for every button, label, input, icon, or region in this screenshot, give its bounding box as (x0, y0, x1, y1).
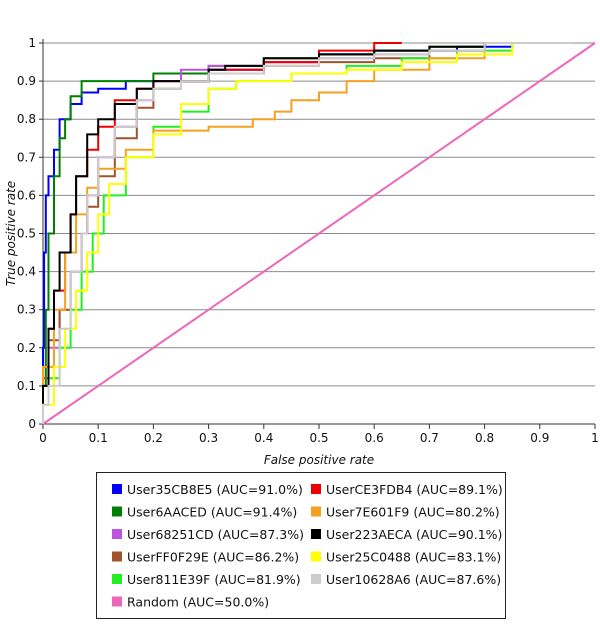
legend-box (96, 472, 506, 619)
legend-label: User25C0488 (AUC=83.1%) (326, 550, 501, 565)
legend-item-random: Random (AUC=50.0%) (112, 595, 269, 610)
y-tick-label: 0.1 (17, 379, 36, 393)
legend-swatch (311, 574, 321, 584)
axes: 0 0.1 0.2 0.3 0.4 0.5 0.6 0.7 0.8 0.9 1 0 0.1 0.2 0.3 0… (17, 36, 599, 445)
legend-swatch (311, 484, 321, 494)
x-axis-title: False positive rate (264, 453, 374, 467)
x-tick-label: 0.3 (199, 431, 218, 445)
legend-item-user10628a6: User10628A6 (AUC=87.6%) (311, 572, 501, 587)
legend-swatch (112, 551, 122, 562)
x-tick-label: 1 (591, 431, 599, 445)
series-line-user10628a6 (42, 42, 573, 424)
legend-swatch (311, 529, 321, 539)
x-tick-label: 0 (39, 431, 47, 445)
legend-label: User68251CD (AUC=87.3%) (127, 527, 304, 542)
x-tick-label: 0.6 (365, 431, 384, 445)
series-line-user7e601f9 (42, 42, 573, 424)
x-tick-label: 0.1 (89, 431, 108, 445)
legend-item-user223aeca: User223AECA (AUC=90.1%) (311, 527, 502, 542)
series-line-random (42, 42, 596, 425)
y-tick-label: 0 (28, 417, 36, 431)
legend-swatch (311, 506, 321, 517)
legend-label: User223AECA (AUC=90.1%) (326, 527, 502, 542)
legend-label: UserFF0F29E (AUC=86.2%) (127, 550, 299, 565)
legend-label: Random (AUC=50.0%) (127, 595, 269, 610)
legend-item-userce3fdb4: UserCE3FDB4 (AUC=89.1%) (311, 482, 503, 497)
legend-swatch (112, 529, 122, 539)
legend-swatch (311, 551, 321, 562)
legend-label: User10628A6 (AUC=87.6%) (326, 572, 501, 587)
legend-label: UserCE3FDB4 (AUC=89.1%) (326, 482, 503, 497)
legend: User35CB8E5 (AUC=91.0%) UserCE3FDB4 (AUC=… (96, 472, 506, 619)
legend-item-user6aaced: User6AACED (AUC=91.4%) (112, 505, 297, 520)
x-tick-label: 0.2 (144, 431, 163, 445)
legend-label: User35CB8E5 (AUC=91.0%) (127, 482, 303, 497)
legend-item-user68251cd: User68251CD (AUC=87.3%) (112, 527, 304, 542)
legend-swatch (112, 506, 122, 517)
legend-swatch (112, 484, 122, 494)
legend-item-userff0f29e: UserFF0F29E (AUC=86.2%) (112, 550, 299, 565)
legend-item-user7e601f9: User7E601F9 (AUC=80.2%) (311, 505, 500, 520)
series-line-user25c0488 (42, 42, 573, 424)
legend-swatch (112, 574, 122, 584)
y-tick-label: 0.7 (17, 150, 36, 164)
legend-swatch (112, 596, 122, 607)
legend-item-user25c0488: User25C0488 (AUC=83.1%) (311, 550, 501, 565)
x-tick-label: 0.5 (309, 431, 328, 445)
legend-label: User7E601F9 (AUC=80.2%) (326, 505, 500, 520)
y-tick-label: 0.6 (17, 188, 36, 202)
x-tick-label: 0.9 (530, 431, 549, 445)
legend-item-user35cb8e5: User35CB8E5 (AUC=91.0%) (112, 482, 303, 497)
y-tick-label: 0.5 (17, 227, 36, 241)
x-tick-label: 0.7 (420, 431, 439, 445)
y-tick-label: 0.3 (17, 303, 36, 317)
y-axis-title: True positive rate (4, 181, 18, 286)
series-lines (42, 42, 596, 425)
legend-item-user811e39f: User811E39F (AUC=81.9%) (112, 572, 301, 587)
y-tick-label: 0.4 (17, 265, 36, 279)
x-tick-label: 0.4 (254, 431, 273, 445)
y-tick-label: 0.2 (17, 341, 36, 355)
y-tick-label: 0.8 (17, 112, 36, 126)
y-tick-label: 1 (28, 36, 36, 50)
legend-label: User811E39F (AUC=81.9%) (127, 572, 301, 587)
y-tick-label: 0.9 (17, 74, 36, 88)
legend-label: User6AACED (AUC=91.4%) (127, 505, 297, 520)
x-tick-label: 0.8 (475, 431, 494, 445)
